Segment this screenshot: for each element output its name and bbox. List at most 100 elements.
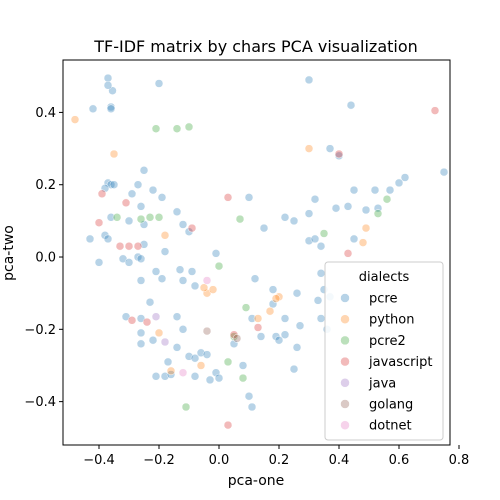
legend-marker-javascript (340, 356, 350, 367)
point-pcre-79 (334, 151, 344, 161)
point-pcre-0 (103, 73, 113, 83)
point-pcre-38 (136, 328, 146, 338)
point-pcre2-15 (238, 373, 248, 383)
legend-label-golang: golang (369, 398, 413, 413)
y-tick-label: 0.4 (35, 106, 56, 121)
point-javascript-4 (115, 241, 125, 251)
point-pcre-7 (304, 75, 314, 85)
point-python-15 (358, 238, 368, 247)
point-pcre-54 (178, 325, 188, 334)
point-pcre-62 (205, 375, 215, 385)
point-pcre2-7 (235, 214, 245, 224)
point-pcre-84 (370, 185, 380, 195)
point-pcre-96 (295, 321, 305, 330)
point-pcre-77 (310, 234, 320, 244)
point-pcre-18 (127, 189, 137, 199)
point-java-1 (160, 337, 170, 347)
point-golang-1 (232, 334, 242, 343)
point-pcre-65 (229, 339, 239, 349)
point-pcre-30 (136, 254, 146, 264)
point-pcre-16 (94, 258, 104, 267)
point-pcre-100 (247, 314, 257, 323)
point-pcre-81 (343, 202, 353, 211)
point-pcre-95 (268, 299, 278, 309)
point-pcre-59 (202, 350, 212, 359)
point-pcre-72 (289, 216, 299, 226)
legend-title: dialects (359, 270, 410, 285)
point-pcre-34 (157, 274, 167, 283)
point-pcre-51 (187, 267, 197, 276)
point-pcre-2 (103, 81, 113, 90)
point-javascript-3 (124, 241, 134, 251)
point-pcre-5 (106, 104, 116, 114)
point-pcre-102 (316, 269, 326, 278)
point-pcre-29 (124, 258, 134, 267)
point-javascript-6 (187, 223, 197, 233)
point-pcre-60 (211, 368, 221, 377)
x-axis-label: pca-one (228, 473, 285, 489)
point-pcre-89 (331, 203, 341, 213)
point-golang-0 (202, 326, 212, 336)
point-pcre-41 (163, 357, 173, 367)
point-pcre-85 (385, 185, 395, 195)
point-javascript-7 (223, 193, 233, 202)
legend-marker-python (340, 314, 350, 324)
point-javascript-11 (253, 323, 263, 332)
point-pcre-63 (244, 391, 254, 401)
point-python-3 (160, 231, 170, 240)
y-tick-label: −0.4 (24, 395, 56, 410)
point-pcre-32 (151, 267, 161, 276)
point-pcre2-14 (223, 357, 233, 367)
point-pcre-33 (160, 247, 170, 256)
point-pcre-101 (280, 314, 290, 323)
point-pcre-66 (238, 361, 248, 370)
point-dotnet-0 (202, 276, 212, 285)
point-javascript-1 (121, 198, 131, 208)
x-tick-label: −0.4 (83, 453, 115, 468)
x-tick-label: 0.8 (449, 453, 470, 468)
point-pcre-42 (151, 372, 161, 381)
point-pcre-22 (157, 193, 167, 202)
x-tick-label: 0.6 (389, 453, 410, 468)
legend-label-python: python (369, 313, 414, 328)
point-pcre-45 (172, 207, 182, 217)
point-pcre-19 (139, 166, 149, 175)
point-python-12 (196, 361, 206, 370)
point-java-0 (151, 312, 161, 321)
legend-label-java: java (368, 376, 396, 391)
point-pcre-71 (280, 213, 290, 222)
point-pcre2-10 (319, 229, 329, 238)
point-pcre-12 (109, 180, 119, 189)
legend-marker-pcre (340, 293, 350, 303)
y-tick-label: −0.2 (24, 323, 56, 338)
legend-marker-dotnet (340, 420, 350, 430)
legend-label-pcre2: pcre2 (369, 334, 406, 349)
point-javascript-2 (94, 218, 104, 227)
x-tick-label: 0.2 (269, 453, 290, 468)
point-python-7 (271, 294, 281, 303)
point-pcre-50 (178, 276, 188, 285)
point-javascript-5 (133, 241, 143, 251)
point-pcre-14 (103, 234, 113, 244)
point-pcre2-6 (112, 213, 122, 222)
legend-items: pcre python pcre2 javascript java golang dotne… (340, 292, 432, 434)
point-pcre-68 (250, 274, 260, 283)
point-pcre-69 (244, 193, 254, 202)
point-pcre-15 (85, 234, 95, 244)
point-pcre-55 (172, 343, 182, 352)
point-dotnet-1 (178, 368, 188, 377)
x-tick-label: 0.4 (329, 453, 350, 468)
y-axis-ticks: −0.4 −0.2 0.0 0.2 0.4 (24, 106, 63, 410)
point-pcre2-16 (181, 402, 191, 412)
point-pcre2-2 (184, 122, 194, 132)
legend-label-javascript: javascript (368, 355, 432, 370)
legend-label-pcre: pcre (369, 292, 397, 307)
point-pcre2-3 (145, 213, 155, 222)
point-python-9 (253, 314, 263, 323)
legend-marker-java (340, 378, 350, 388)
chart-title: TF-IDF matrix by chars PCA visualization (93, 37, 418, 56)
point-pcre-99 (256, 332, 266, 341)
y-axis-label: pca-two (1, 225, 17, 281)
point-pcre2-11 (214, 261, 224, 271)
